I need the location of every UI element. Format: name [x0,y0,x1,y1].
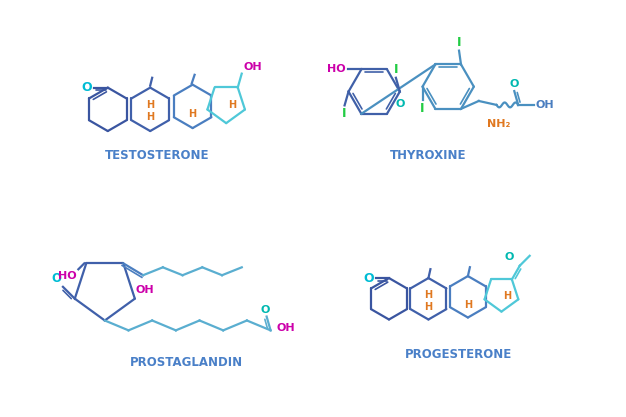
Text: O: O [396,99,405,109]
Text: O: O [364,271,374,284]
Text: HO: HO [58,271,76,281]
Text: I: I [420,103,425,116]
Text: PROSTAGLANDIN: PROSTAGLANDIN [130,356,244,369]
Text: H: H [146,112,154,122]
Text: HO: HO [327,64,346,74]
Text: OH: OH [536,100,555,110]
Text: OH: OH [277,323,295,333]
Text: O: O [261,304,270,314]
Text: H: H [188,109,197,119]
Text: O: O [51,272,61,285]
Text: H: H [146,100,154,111]
Text: NH₂: NH₂ [487,119,510,129]
Text: I: I [394,63,398,76]
Text: PROGESTERONE: PROGESTERONE [404,348,511,361]
Text: I: I [457,35,461,49]
Text: TESTOSTERONE: TESTOSTERONE [105,149,209,162]
Text: THYROXINE: THYROXINE [390,149,467,162]
Text: H: H [503,291,511,301]
Text: H: H [424,301,433,311]
Text: OH: OH [136,285,155,295]
Text: O: O [510,79,519,89]
Text: OH: OH [244,62,262,72]
Text: H: H [424,290,433,300]
Text: H: H [464,300,472,310]
Text: O: O [505,252,514,262]
Text: H: H [228,100,236,111]
Text: I: I [342,107,347,121]
Text: O: O [81,81,92,94]
